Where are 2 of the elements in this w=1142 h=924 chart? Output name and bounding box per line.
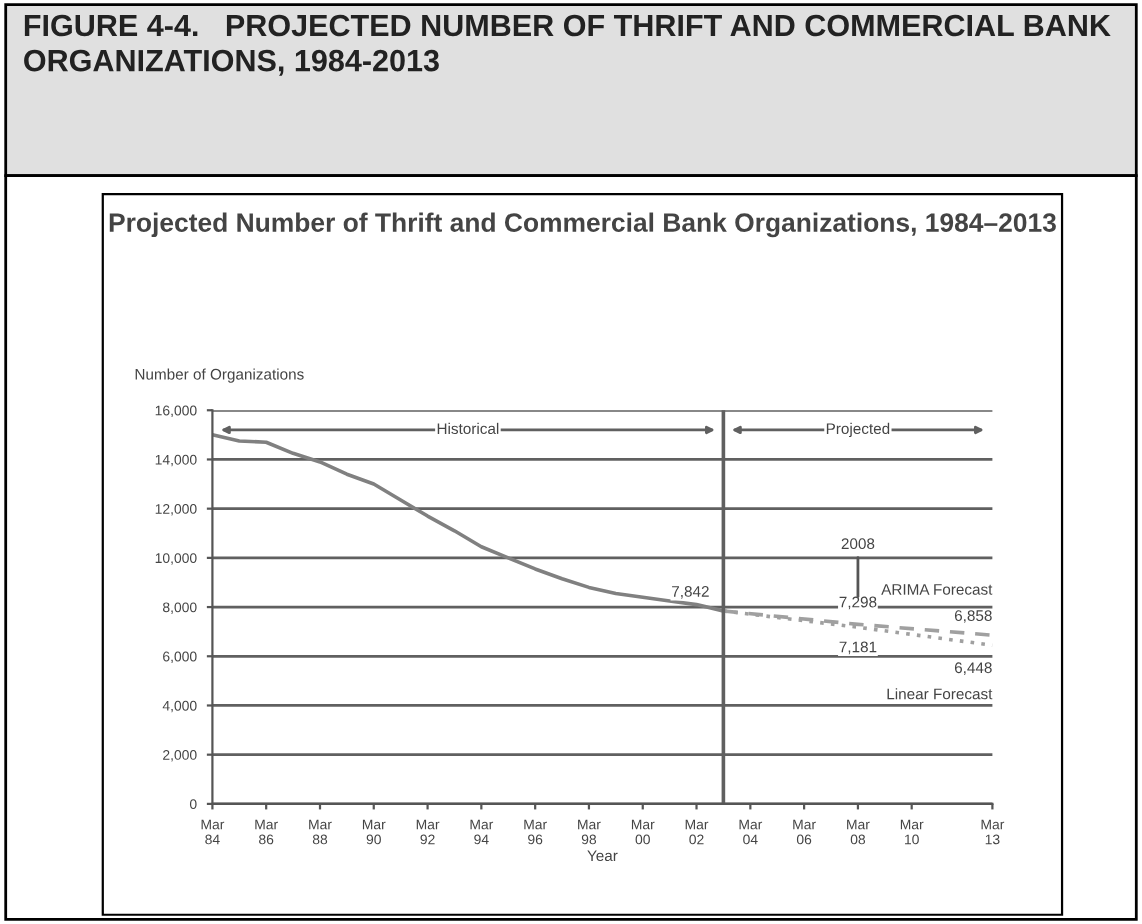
chart-subtitle: Projected Number of Thrift and Commercial Bank Organizations, 1984–2013	[109, 212, 1056, 238]
chart-title: FIGURE 4-4. PROJECTED NUMBER OF THRIFT AND COMMERCIAL BANK ORGANIZATIONS, 1984-2013	[24, 14, 1111, 76]
